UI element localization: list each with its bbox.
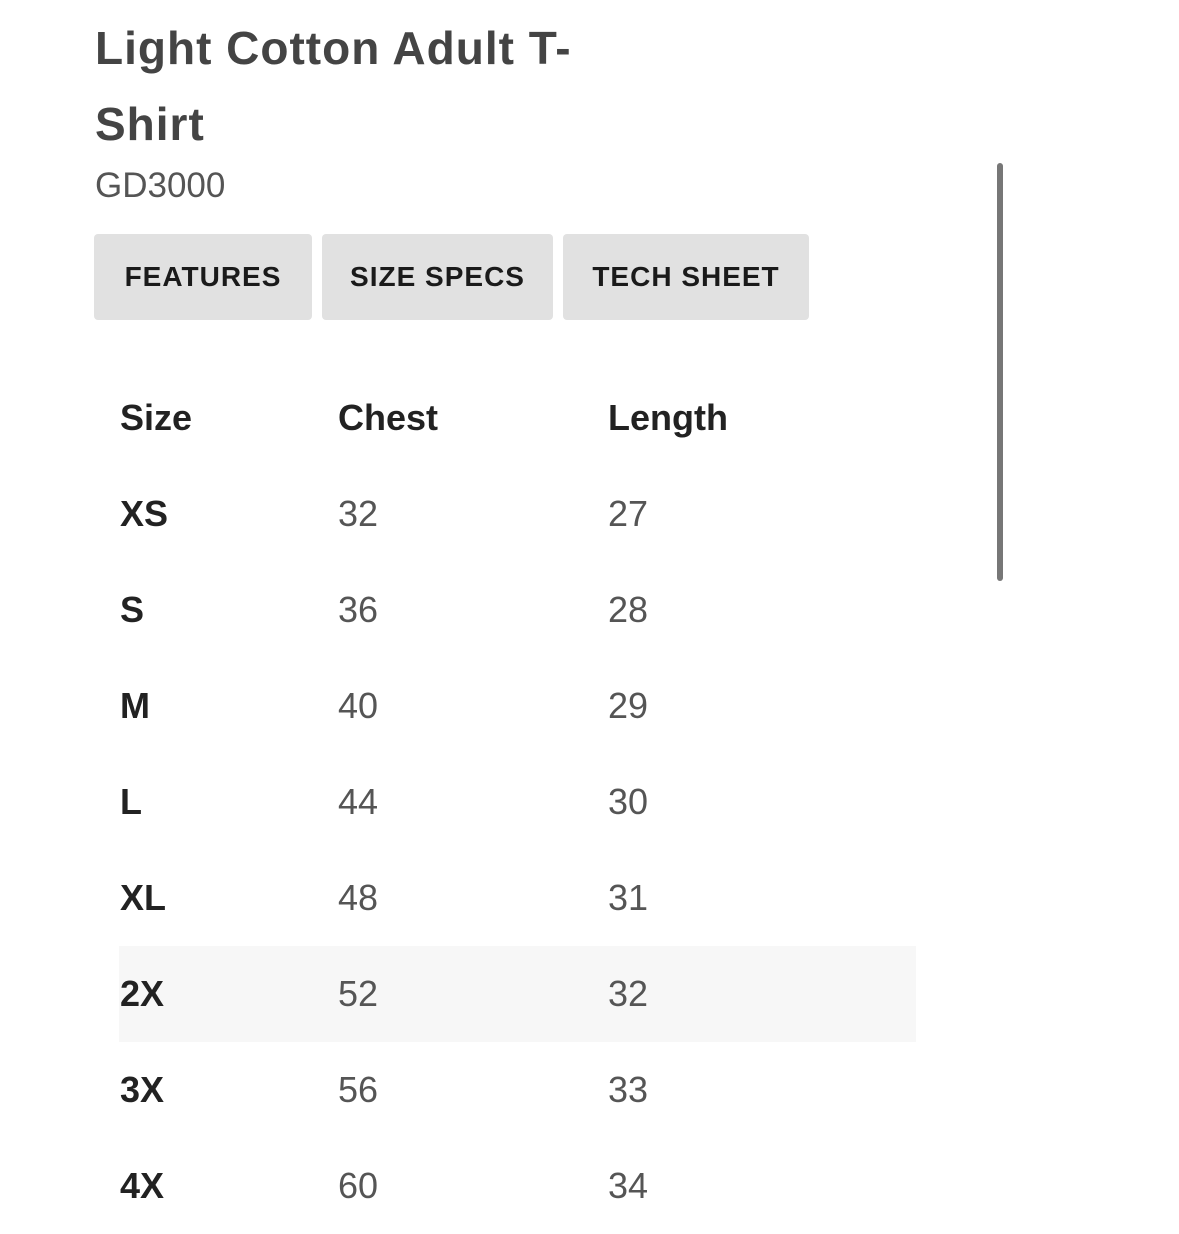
cell-length: 30 [608, 781, 649, 822]
tab-tech-sheet[interactable]: TECH SHEET [563, 234, 809, 320]
table-row: S 36 28 [119, 562, 916, 658]
product-code: GD3000 [95, 166, 226, 205]
cell-length: 28 [608, 589, 649, 630]
table-row: XL 48 31 [119, 850, 916, 946]
cell-chest: 52 [338, 973, 379, 1014]
cell-size: L [120, 781, 142, 822]
table-row: 4X 60 34 [119, 1138, 916, 1234]
cell-chest: 32 [338, 493, 379, 534]
header-length: Length [608, 397, 728, 438]
cell-chest: 36 [338, 589, 379, 630]
cell-chest: 56 [338, 1069, 379, 1110]
table-row: M 40 29 [119, 658, 916, 754]
tab-bar: FEATURES SIZE SPECS TECH SHEET [94, 234, 809, 320]
cell-chest: 48 [338, 877, 379, 918]
table-header-row: Size Chest Length [119, 370, 916, 466]
cell-chest: 40 [338, 685, 379, 726]
header-size: Size [120, 397, 193, 438]
cell-length: 27 [608, 493, 649, 534]
cell-chest: 60 [338, 1165, 379, 1206]
cell-size: 3X [120, 1069, 165, 1110]
table-row: 2X 52 32 [119, 946, 916, 1042]
cell-size: XS [120, 493, 169, 534]
header-chest: Chest [338, 397, 439, 438]
cell-length: 29 [608, 685, 649, 726]
cell-size: 4X [120, 1165, 165, 1206]
cell-size: M [120, 685, 150, 726]
cell-size: 2X [120, 973, 165, 1014]
cell-length: 31 [608, 877, 649, 918]
tab-size-specs[interactable]: SIZE SPECS [322, 234, 553, 320]
scrollbar[interactable] [997, 163, 1003, 581]
cell-chest: 44 [338, 781, 379, 822]
cell-size: XL [120, 877, 167, 918]
size-table: Size Chest Length XS 32 27 S 36 28 M 40 29 L 44 30 X… [119, 370, 916, 1234]
cell-size: S [120, 589, 145, 630]
table-row: 3X 56 33 [119, 1042, 916, 1138]
cell-length: 34 [608, 1165, 649, 1206]
tab-features[interactable]: FEATURES [94, 234, 312, 320]
product-title: Light Cotton Adult T-Shirt [95, 22, 572, 150]
table-row: XS 32 27 [119, 466, 916, 562]
cell-length: 32 [608, 973, 649, 1014]
cell-length: 33 [608, 1069, 649, 1110]
table-row: L 44 30 [119, 754, 916, 850]
